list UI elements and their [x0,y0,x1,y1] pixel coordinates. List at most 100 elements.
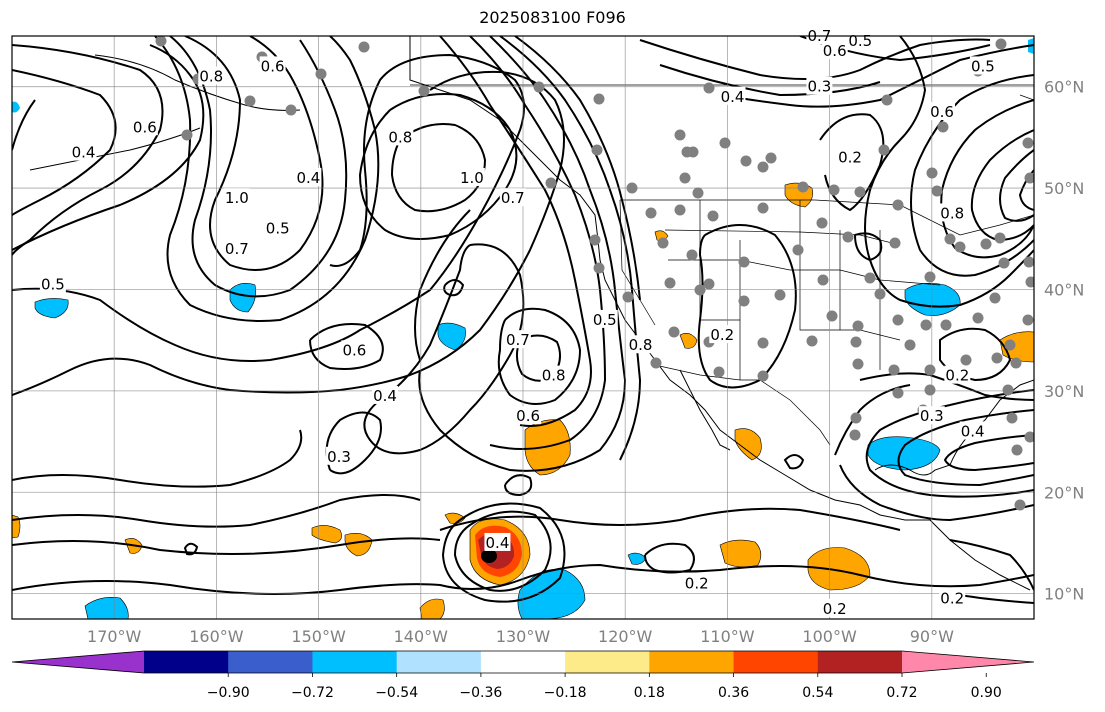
colorbar-tick-label: 0.36 [718,685,749,701]
lon-tick-label: 110°W [700,627,755,646]
colorbar-tick-label: −0.36 [459,685,502,701]
lat-tick-label: 10°N [1044,585,1084,604]
contour-label: 0.8 [388,128,412,146]
contour-label: 0.8 [629,336,653,354]
lon-tick-label: 150°W [291,627,346,646]
colorbar-segment [396,651,482,673]
contour-label-bg [944,365,971,384]
contour-label-bg [959,421,986,440]
colorbar-segment [565,651,650,673]
lon-tick-label: 130°W [496,627,551,646]
contour-label: 0.3 [327,448,351,466]
contour-label-bg [499,188,526,207]
contour-label-bg [627,335,654,354]
contour-label-bg [70,142,97,161]
contour-label: 0.5 [41,275,65,293]
contour-label: 0.6 [823,42,847,60]
colorbar-segment [733,651,819,673]
lon-tick-label: 90°W [910,627,954,646]
contour-labels: 0.80.60.60.40.51.00.70.50.40.81.00.70.60… [39,26,996,618]
contour-label-bg [837,147,864,166]
contour-label: 1.0 [225,189,249,207]
contour-label: 0.7 [506,331,530,349]
contour-label: 0.3 [920,407,944,425]
colorbar-tick-label: 0.54 [802,685,833,701]
contour-label: 0.8 [542,367,566,385]
lon-tick-label: 140°W [394,627,449,646]
colorbar-tick-label: −0.90 [207,685,250,701]
lon-tick-label: 100°W [802,627,857,646]
contour-label: 0.4 [72,144,96,162]
contour-label-bg [709,325,736,344]
contour-label-bg [939,588,966,607]
colorbar-tick-label: −0.72 [291,685,334,701]
contour-label-bg [929,102,956,121]
contour-label-bg [719,86,746,105]
contour-label: 0.8 [199,68,223,86]
colorbar-extend-high [902,651,1034,673]
contour-label-bg [39,274,66,293]
colorbar-segment [228,651,313,673]
contour-label-bg [198,66,225,85]
lon-tick-label: 120°W [598,627,653,646]
contour-label: 0.8 [940,204,964,222]
coastlines [29,36,1034,591]
contour-label: 0.2 [710,326,734,344]
contour-label: 0.7 [501,189,525,207]
lat-tick-label: 30°N [1044,382,1084,401]
contour-label-bg [264,218,291,237]
contour-label: 0.6 [261,57,285,75]
contour-label: 0.2 [823,600,847,618]
contour-label-bg [484,532,511,551]
contour-label: 0.6 [516,407,540,425]
contour-label: 0.4 [373,387,397,405]
contour-label: 0.6 [342,341,366,359]
contour-label-bg [223,238,250,257]
lat-tick-label: 50°N [1044,179,1084,198]
lat-tick-label: 60°N [1044,78,1084,97]
latitude-ticks: 60°N 50°N 40°N 30°N 20°N 10°N [1044,78,1084,604]
grid-lines [12,36,1034,619]
contour-label: 0.4 [486,534,510,552]
contour-label-bg [131,117,158,136]
contour-label-bg [821,598,848,617]
contour-label-bg [821,41,848,60]
contour-label: 0.2 [940,590,964,608]
contour-label: 0.3 [807,78,831,96]
contour-lines [12,36,1034,604]
lon-tick-label: 170°W [87,627,142,646]
contour-label-bg [458,167,485,186]
contour-label: 0.2 [838,149,862,167]
contour-label: 0.4 [721,88,745,106]
longitude-ticks: 170°W 160°W 150°W 140°W 130°W 120°W 110°W 100°W… [87,627,954,646]
map-frame [11,35,1035,620]
contour-label-bg [806,76,833,95]
colorbar-segment [312,651,398,673]
colorbar-tick-label: −0.54 [375,685,418,701]
contour-label-bg [515,406,542,425]
colorbar-segment [817,651,903,673]
contour-label: 0.4 [961,422,985,440]
contour-label-bg [387,127,414,146]
lat-tick-label: 40°N [1044,280,1084,299]
contour-label: 0.5 [593,311,617,329]
contour-label-bg [540,365,567,384]
colorbar-segment [649,651,735,673]
contour-label-bg [259,56,286,75]
colorbar: −0.90 −0.72 −0.54 −0.36 −0.18 0.18 0.36 0.54 0.7… [11,650,1035,701]
contour-label: 0.6 [133,118,157,136]
contour-label: 0.4 [296,169,320,187]
colorbar-extend-low [12,651,144,673]
map-title: 2025083100 F096 [479,8,626,27]
contour-label-bg [591,309,618,328]
contour-label: 0.5 [971,57,995,75]
contour-label: 0.5 [848,32,872,50]
contour-label-bg [372,385,399,404]
colorbar-outline [11,650,1035,674]
contour-label-bg [683,573,710,592]
contour-label-bg [504,330,531,349]
lon-tick-label: 160°W [189,627,244,646]
colorbar-segment [480,651,566,673]
contour-label-bg [341,340,368,359]
